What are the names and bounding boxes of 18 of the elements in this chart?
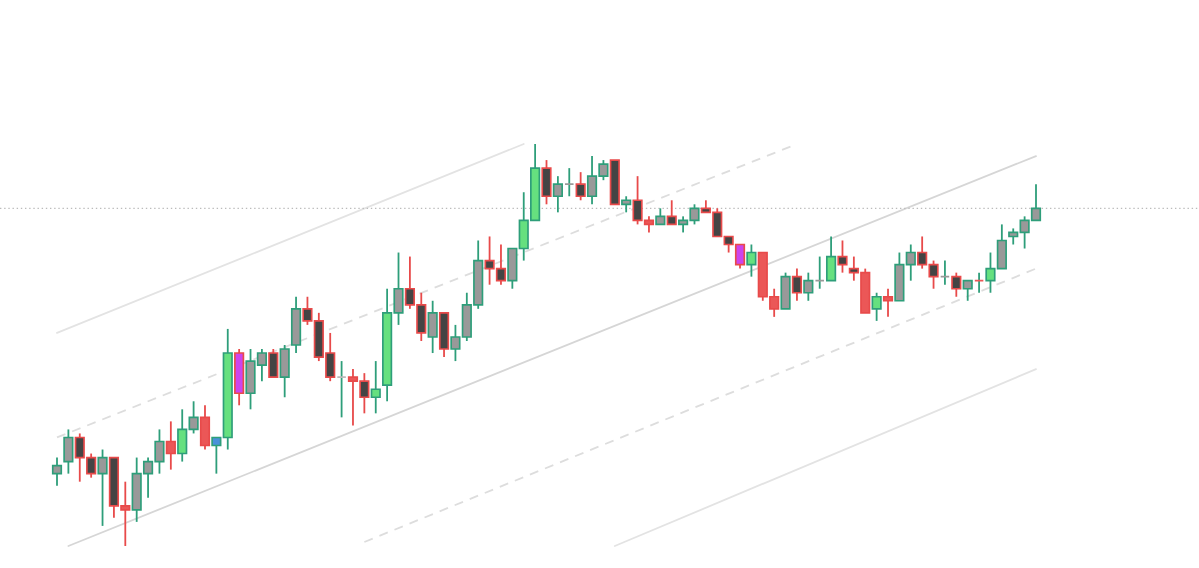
candlestick — [575, 171, 586, 202]
candlestick — [746, 243, 757, 278]
candlestick — [882, 287, 894, 318]
candlestick — [791, 267, 803, 302]
candlestick — [837, 239, 848, 274]
candlestick — [211, 436, 222, 475]
candlestick — [951, 271, 962, 298]
candlestick — [188, 400, 199, 435]
candlestick — [871, 291, 882, 322]
candlestick — [51, 456, 63, 487]
candlestick — [370, 360, 381, 415]
candlestick — [803, 271, 814, 302]
candlestick — [666, 199, 677, 226]
candlestick — [962, 279, 973, 302]
candlestick — [552, 175, 563, 214]
candlestick — [165, 420, 176, 471]
candlestick — [905, 243, 916, 282]
candlestick — [97, 448, 108, 527]
